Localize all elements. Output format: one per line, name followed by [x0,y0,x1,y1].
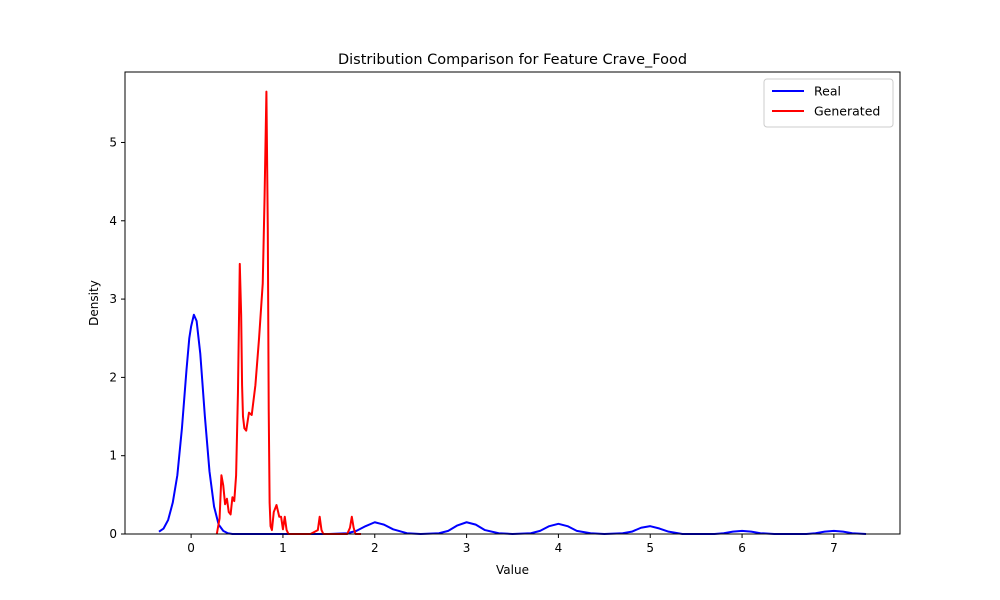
x-axis-label: Value [496,563,529,577]
x-tick-label: 7 [830,541,838,555]
series-line-real [158,313,867,535]
plot-lines [158,90,867,535]
x-tick-label: 6 [738,541,746,555]
x-tick-label: 0 [187,541,195,555]
x-tick-label: 3 [463,541,471,555]
legend: Real Generated [763,78,894,128]
series-line-generated [215,90,361,535]
y-axis-ticks: 0 1 2 3 4 5 [109,135,125,541]
plot-area-frame [124,71,901,535]
y-tick-label: 1 [109,449,117,463]
y-tick-label: 4 [109,214,117,228]
chart-title: Distribution Comparison for Feature Crav… [338,52,687,68]
x-tick-label: 2 [371,541,379,555]
x-tick-label: 5 [646,541,654,555]
y-tick-label: 5 [109,135,117,149]
legend-label-generated: Generated [814,104,880,119]
x-axis-ticks: 0 1 2 3 4 5 6 7 [187,534,838,555]
x-tick-label: 4 [555,541,563,555]
y-tick-label: 0 [109,527,117,541]
x-tick-label: 1 [279,541,287,555]
y-tick-label: 2 [109,370,117,384]
y-axis-label: Density [87,280,101,326]
y-tick-label: 3 [109,292,117,306]
legend-label-real: Real [814,84,841,99]
